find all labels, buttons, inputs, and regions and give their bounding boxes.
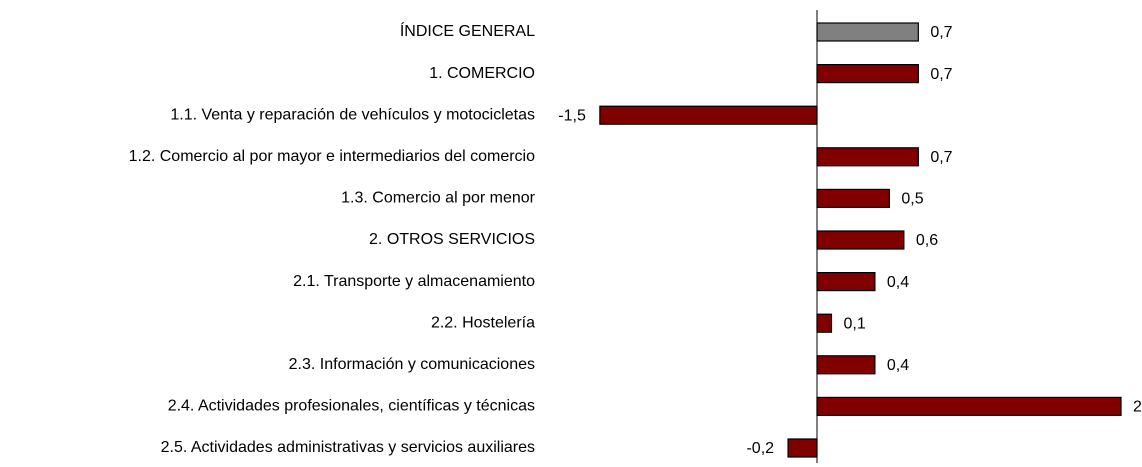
bar [816,147,919,167]
category-label: ÍNDICE GENERAL [400,21,535,40]
value-label: 2,1 [1133,399,1142,416]
bar [816,355,876,375]
category-label: 2.5. Actividades administrativas y servi… [161,439,535,456]
bar [816,313,833,333]
category-label: 1. COMERCIO [429,65,535,82]
bar [816,272,876,292]
value-label: 0,7 [930,149,952,166]
value-label: 0,7 [930,24,952,41]
category-label: 2.2. Hostelería [431,314,535,331]
category-label: 1.1. Venta y reparación de vehículos y m… [170,106,535,123]
value-label: -1,5 [558,107,586,124]
value-label: 0,6 [916,232,938,249]
bar [816,230,905,250]
category-label: 2.4. Actividades profesionales, científi… [168,398,535,415]
value-label: 0,5 [901,191,923,208]
bar [816,22,919,42]
category-label: 1.2. Comercio al por mayor e intermediar… [129,148,535,165]
bar [816,396,1122,416]
value-label: 0,1 [843,315,865,332]
category-label: 2.3. Información y comunicaciones [289,356,535,373]
value-label: 0,4 [887,274,909,291]
value-label: 0,4 [887,357,909,374]
bar [787,438,818,458]
value-label: 0,7 [930,66,952,83]
category-label: 2.1. Transporte y almacenamiento [293,273,535,290]
category-label: 2. OTROS SERVICIOS [369,231,535,248]
bar [816,63,919,84]
bar [599,105,818,125]
bar [816,188,890,208]
category-label: 1.3. Comercio al por menor [341,190,536,207]
value-label: -0,2 [746,440,774,457]
